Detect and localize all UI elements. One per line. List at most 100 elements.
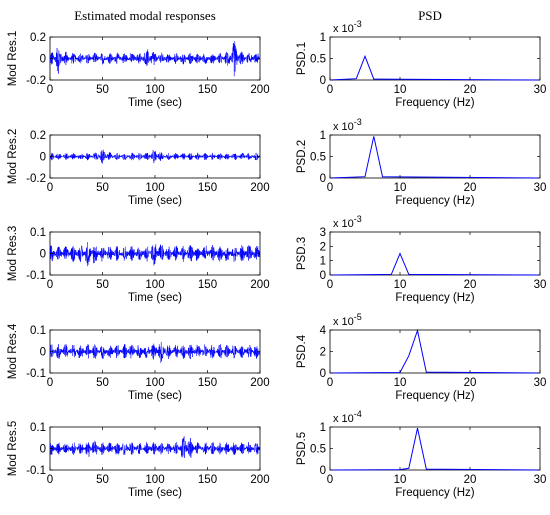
panel-psd-5: 0 10 20 30 0 0.5 1 Frequency (Hz) PSD.5 x 10-4	[296, 409, 546, 499]
x-tick-label: 50	[96, 474, 109, 486]
y-tick-label: 0	[40, 249, 46, 261]
x-tick-label: 150	[198, 84, 217, 96]
y-axis-label: PSD.5	[296, 432, 308, 465]
signal-line	[49, 341, 261, 363]
y-axis-label: PSD.3	[296, 237, 308, 270]
y-tick-label: -0.1	[26, 270, 46, 282]
x-axis-label: Time (sec)	[128, 195, 182, 207]
x-tick-label: 20	[464, 279, 477, 291]
plot-frame	[329, 329, 541, 374]
right-column-title: PSD	[418, 8, 442, 23]
x-tick-label: 150	[198, 182, 217, 194]
x-tick-label: 30	[534, 182, 547, 194]
psd-line	[329, 328, 541, 374]
y-tick-label: 0	[40, 152, 46, 164]
plot-frame	[329, 426, 541, 471]
x-tick-label: 0	[47, 182, 53, 194]
psd-line	[329, 252, 541, 276]
plot-frame	[329, 231, 541, 276]
x-tick-label: 30	[534, 377, 547, 389]
x-tick-label: 10	[394, 182, 407, 194]
x-tick-label: 30	[534, 474, 547, 486]
y-axis-label: PSD.2	[296, 140, 308, 173]
y-tick-label: -0.2	[26, 75, 46, 87]
y-tick-label: -0.1	[26, 368, 46, 380]
x-tick-label: 100	[145, 84, 164, 96]
y-tick-label: -0.1	[26, 465, 46, 477]
x-axis-label: Frequency (Hz)	[395, 487, 474, 499]
y-tick-label: 3	[320, 227, 326, 239]
y-tick-label: 0.1	[30, 325, 46, 337]
x-axis-label: Frequency (Hz)	[395, 292, 474, 304]
y-exponent-label: x 10-3	[333, 214, 362, 230]
x-tick-label: 20	[464, 182, 477, 194]
x-tick-label: 50	[96, 279, 109, 291]
x-axis-label: Time (sec)	[128, 487, 182, 499]
signal-line	[49, 241, 261, 267]
x-tick-label: 20	[464, 474, 477, 486]
y-exponent-label: x 10-4	[333, 409, 362, 425]
psd-line	[329, 136, 541, 179]
x-axis-label: Time (sec)	[128, 97, 182, 109]
panel-psd-1: 0 10 20 30 0 0.5 1 Frequency (Hz) PSD.1 x 10-3	[296, 19, 546, 109]
y-tick-label: 0	[40, 444, 46, 456]
x-tick-label: 150	[198, 474, 217, 486]
x-tick-label: 100	[145, 279, 164, 291]
x-tick-label: 50	[96, 377, 109, 389]
signal-line	[49, 436, 261, 458]
y-tick-label: 1	[320, 130, 326, 142]
x-tick-label: 0	[47, 84, 53, 96]
y-axis-label: Mod Res.1	[7, 31, 19, 87]
x-tick-label: 0	[327, 279, 333, 291]
signal-line	[49, 148, 261, 164]
x-tick-label: 200	[250, 84, 269, 96]
psd-line	[329, 54, 541, 81]
x-tick-label: 0	[47, 377, 53, 389]
y-axis-label: PSD.4	[296, 334, 308, 368]
panel-psd-4: 0 10 20 30 0 2 4 Frequency (Hz) PSD.4 x 10-5	[296, 312, 546, 402]
y-tick-label: 0	[320, 465, 326, 477]
y-tick-label: 0	[320, 270, 326, 282]
y-tick-label: 2	[320, 347, 326, 359]
x-tick-label: 30	[534, 279, 547, 291]
x-tick-label: 100	[145, 474, 164, 486]
y-tick-label: 1	[320, 422, 326, 434]
y-exponent-label: x 10-3	[333, 117, 362, 133]
x-tick-label: 0	[47, 474, 53, 486]
x-tick-label: 0	[327, 182, 333, 194]
x-tick-label: 20	[464, 377, 477, 389]
plot-frame	[329, 36, 541, 81]
x-tick-label: 30	[534, 84, 547, 96]
x-tick-label: 200	[250, 474, 269, 486]
x-axis-label: Frequency (Hz)	[395, 390, 474, 402]
x-tick-label: 10	[394, 474, 407, 486]
x-tick-label: 100	[145, 377, 164, 389]
psd-line	[329, 427, 541, 471]
y-tick-label: 1	[320, 32, 326, 44]
x-tick-label: 50	[96, 182, 109, 194]
x-tick-label: 200	[250, 279, 269, 291]
y-tick-label: 0	[40, 54, 46, 66]
x-tick-label: 10	[394, 377, 407, 389]
y-exponent-label: x 10-5	[333, 312, 362, 328]
y-tick-label: 0.2	[30, 32, 46, 44]
x-tick-label: 20	[464, 84, 477, 96]
y-tick-label: 0	[40, 347, 46, 359]
signal-line	[49, 41, 261, 77]
x-axis-label: Frequency (Hz)	[395, 97, 474, 109]
y-axis-label: Mod Res.4	[7, 323, 19, 379]
x-tick-label: 200	[250, 377, 269, 389]
y-axis-label: Mod Res.5	[7, 421, 19, 477]
y-tick-label: 0	[320, 75, 326, 87]
x-axis-label: Frequency (Hz)	[395, 195, 474, 207]
y-tick-label: 4	[320, 325, 327, 337]
y-tick-label: 0.2	[30, 130, 46, 142]
x-tick-label: 0	[47, 279, 53, 291]
left-column-title: Estimated modal responses	[74, 8, 216, 23]
y-tick-label: 0.5	[310, 444, 326, 456]
x-tick-label: 150	[198, 279, 217, 291]
